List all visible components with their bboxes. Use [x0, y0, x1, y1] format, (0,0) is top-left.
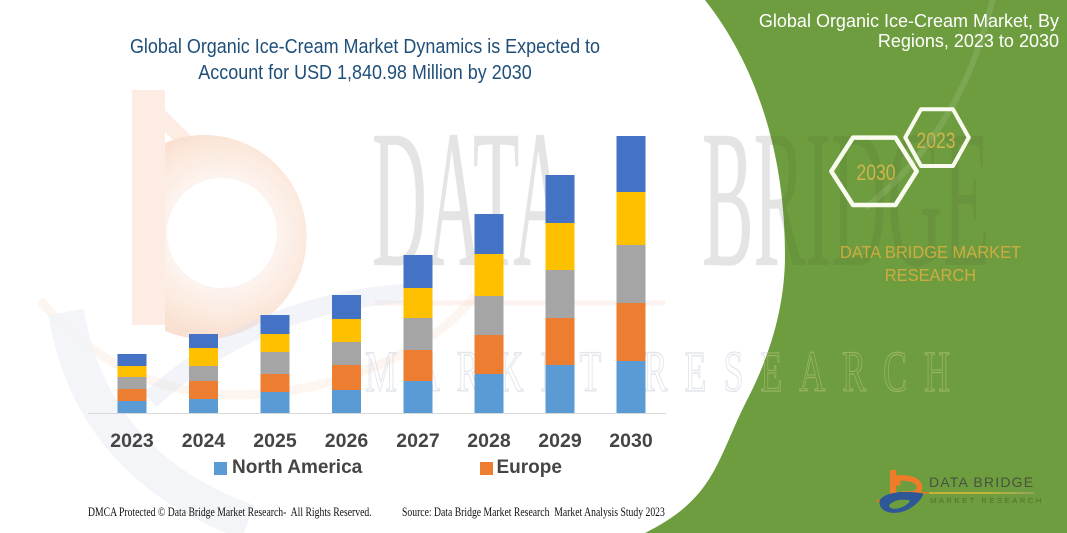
- svg-text:DATA: DATA: [372, 89, 568, 308]
